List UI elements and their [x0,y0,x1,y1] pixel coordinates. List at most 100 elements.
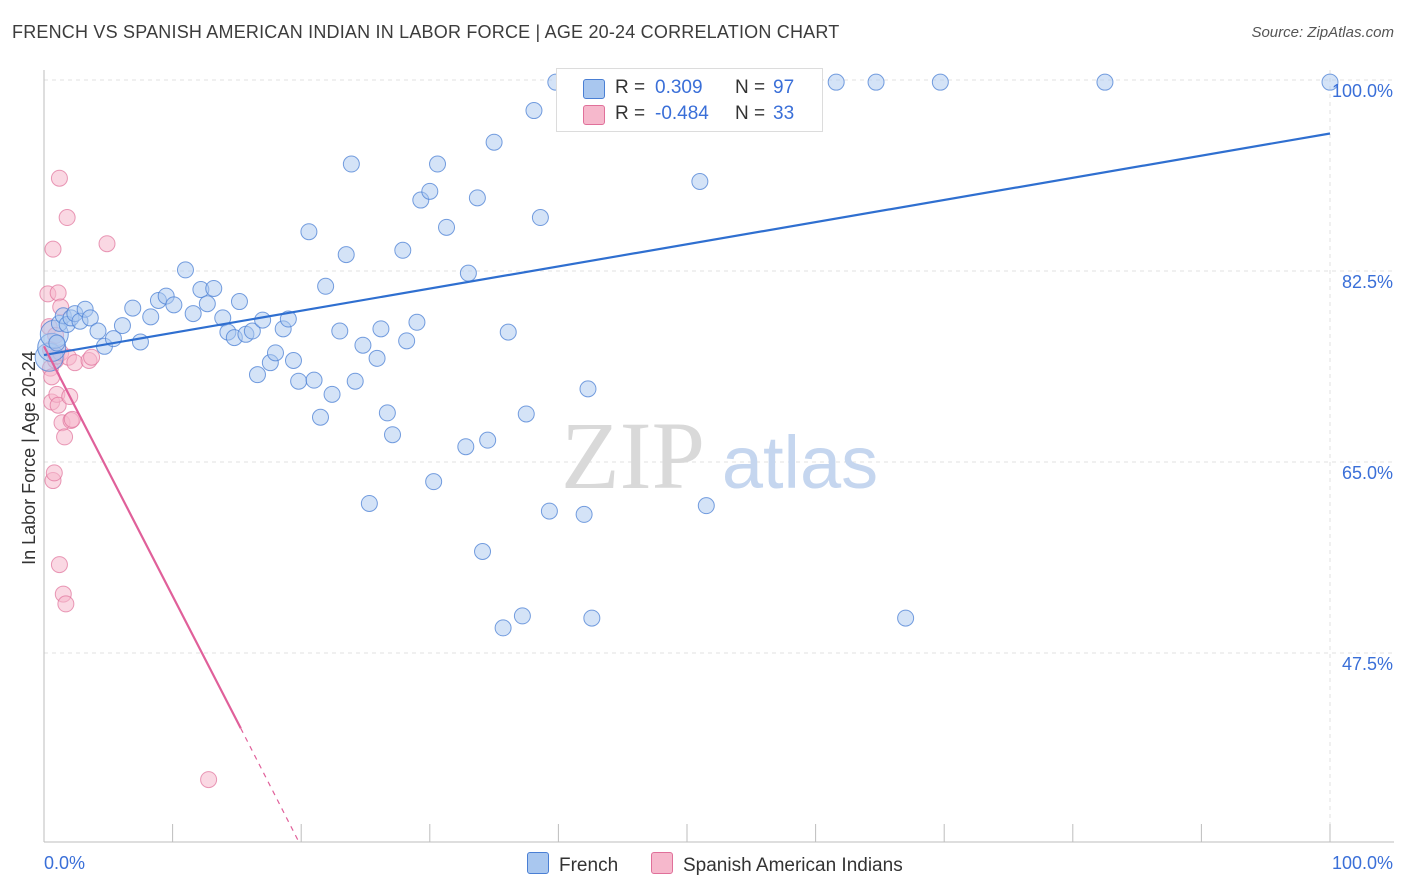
spanish-point [57,595,75,613]
spanish-point [63,410,81,428]
french-point [205,279,223,297]
bottom-swatch-french [527,852,549,874]
legend-r-value-spanish: -0.484 [655,103,709,124]
legend-swatch-spanish [583,105,605,125]
french-point [827,73,845,91]
correlation-legend: R = 0.309 N = 97 R = -0.484 N = 33 [556,68,823,132]
axes [43,70,1394,843]
french-point [421,182,439,200]
y-tick-label: 47.5% [1342,654,1393,674]
spanish-point [66,354,84,372]
watermark-zip: ZIP [561,402,705,509]
french-point [290,372,308,390]
french-point [323,385,341,403]
spanish-point [44,240,62,258]
y-tick-label: 100.0% [1332,81,1393,101]
french-point [165,296,183,314]
french-point [531,209,549,227]
french-point [697,497,715,515]
legend-r-label: R = [615,77,646,98]
spanish-trend-line [43,345,242,729]
legend-n-label: N = [735,77,766,98]
chart-title: FRENCH VS SPANISH AMERICAN INDIAN IN LAB… [12,22,840,42]
french-point [300,223,318,241]
legend-n-label: N = [735,103,766,124]
french-point [81,309,99,327]
french-point [485,133,503,151]
french-point [575,505,593,523]
french-point [583,609,601,627]
french-point [184,305,202,323]
trend-lines [43,132,1331,845]
french-point [248,366,266,384]
spanish-point [45,464,63,482]
source-label: Source: ZipAtlas.com [1251,24,1394,41]
french-point [457,438,475,456]
x-tick-label: 0.0% [44,853,85,873]
french-point [1096,73,1114,91]
spanish-point [49,284,67,302]
french-point [579,380,597,398]
watermark-atlas: atlas [722,421,878,504]
bottom-swatch-spanish [651,852,673,874]
legend-r-value-french: 0.309 [655,77,703,98]
french-point [331,322,349,340]
french-point [394,241,412,259]
french-point [230,293,248,311]
bottom-label-spanish: Spanish American Indians [683,855,903,876]
french-point [124,299,142,317]
spanish-point [58,209,76,227]
french-point [438,218,456,236]
french-point [346,372,364,390]
french-point [176,261,194,279]
french-point [479,431,497,449]
grid-lines [44,70,1394,842]
french-point [48,334,66,352]
y-tick-label: 82.5% [1342,272,1393,292]
french-point [342,155,360,173]
french-point [305,371,323,389]
tick-labels: 47.5% 65.0% 82.5% 100.0% 0.0% 100.0% [44,81,1393,873]
y-axis-label: In Labor Force | Age 20-24 [19,351,39,565]
french-trend-line [43,132,1331,357]
spanish-point [200,771,218,789]
bottom-legend-french: French [527,852,618,877]
french-point [89,322,107,340]
spanish-point [50,169,68,187]
french-point [311,408,329,426]
french-point [354,336,372,354]
legend-n-value-spanish: 33 [773,103,795,124]
french-point [525,102,543,120]
french-point [317,277,335,295]
french-point [429,155,447,173]
x-tick-label: 100.0% [1332,853,1393,873]
french-point [284,351,302,369]
french-point [468,189,486,207]
french-point [198,295,216,313]
french-point [368,349,386,367]
french-point [408,313,426,331]
french-point [398,332,416,350]
spanish-point [50,556,68,574]
spanish-point [49,396,67,414]
french-point [499,323,517,341]
bottom-legend-spanish: Spanish American Indians [651,852,903,877]
french-point [474,542,492,560]
spanish-point [98,235,116,253]
french-point [360,494,378,512]
french-point [142,308,160,326]
bottom-label-french: French [559,855,619,876]
french-point [243,322,261,340]
french-point [425,473,443,491]
french-point [254,311,272,329]
french-point [459,264,477,282]
french-point [113,317,131,335]
french-point [691,173,709,191]
french-point [897,609,915,627]
spanish-trend-extension [240,728,301,845]
french-point [372,320,390,338]
french-point [931,73,949,91]
french-points [34,72,1339,637]
spanish-point [56,428,74,446]
